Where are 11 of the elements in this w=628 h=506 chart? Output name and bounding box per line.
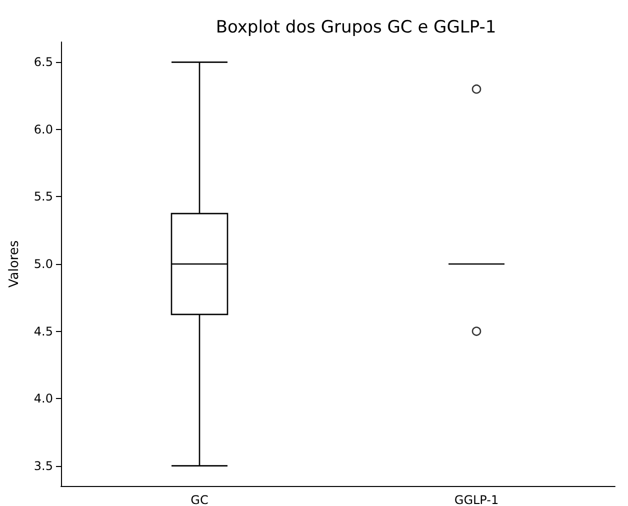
y-tick-label: 6.5 bbox=[34, 55, 53, 70]
chart-title: Boxplot dos Grupos GC e GGLP-1 bbox=[216, 18, 496, 38]
x-tick-label: GGLP-1 bbox=[454, 493, 499, 506]
y-tick-label: 5.5 bbox=[34, 190, 53, 204]
y-tick-label: 4.5 bbox=[34, 324, 53, 338]
x-tick-label: GC bbox=[190, 493, 208, 506]
y-tick-label: 3.5 bbox=[34, 458, 53, 473]
y-tick-label: 5.0 bbox=[34, 257, 53, 271]
y-tick-label: 4.0 bbox=[34, 392, 53, 406]
y-tick-label: 6.0 bbox=[34, 122, 53, 136]
y-axis-title: Valores bbox=[7, 240, 22, 288]
